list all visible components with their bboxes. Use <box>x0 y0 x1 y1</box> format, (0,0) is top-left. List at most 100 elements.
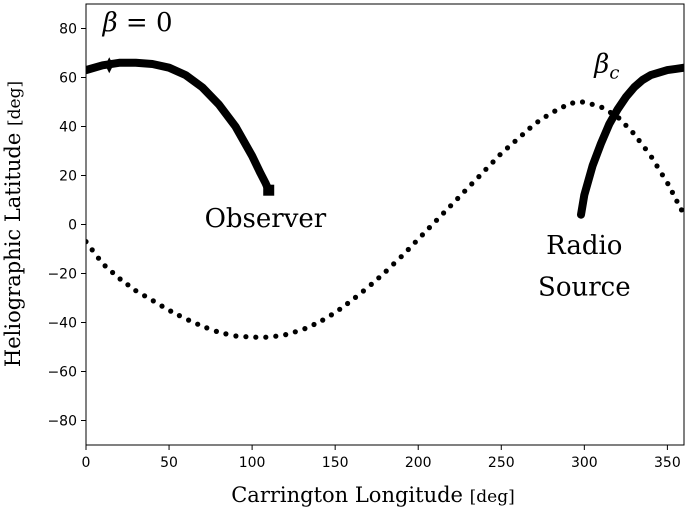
series-dot <box>398 254 404 260</box>
series-dot <box>95 255 102 261</box>
series-dot <box>527 125 533 131</box>
series-dot <box>462 188 468 194</box>
series-dot <box>263 334 269 340</box>
series-dot <box>642 146 649 152</box>
annotations: β = 0 βc Observer Radio Source <box>102 8 631 303</box>
y-tick-label: 0 <box>68 218 77 234</box>
series-dot <box>561 104 567 110</box>
y-axis-ticks: −80 −60 −40 −20 0 20 40 60 80 <box>47 22 86 430</box>
series-dot <box>292 329 298 335</box>
series-dot <box>328 312 334 318</box>
series-dot <box>302 326 308 332</box>
series-dot <box>669 189 676 195</box>
series-dot <box>579 99 586 105</box>
series-dot <box>543 113 549 119</box>
series-dot <box>376 275 382 281</box>
series-dot <box>253 334 259 340</box>
series-dot <box>352 294 359 300</box>
series-dot <box>636 137 642 144</box>
series-dot <box>469 181 475 187</box>
diamond-marker <box>105 57 114 74</box>
series-dot <box>283 332 289 338</box>
series-dot <box>476 174 482 180</box>
series-dot <box>483 166 489 172</box>
series-dot <box>535 119 541 125</box>
series-line-1 <box>577 63 684 219</box>
series-dot <box>405 246 411 253</box>
x-tick-label: 200 <box>405 455 432 471</box>
series-dot <box>243 334 249 340</box>
series-dot <box>426 225 432 231</box>
series-dot <box>133 288 139 294</box>
series-dot <box>86 239 89 245</box>
series-dot <box>159 303 165 309</box>
series-dot <box>448 203 454 209</box>
series-dot <box>512 138 518 144</box>
series-dot <box>150 298 156 304</box>
series-dot <box>368 281 374 287</box>
series-dot <box>345 300 351 307</box>
series-dot <box>519 132 526 138</box>
series-dot <box>110 269 116 276</box>
series-dot <box>168 308 174 314</box>
series-dot <box>412 239 418 245</box>
x-tick-label: 300 <box>571 455 598 471</box>
x-axis-label: Carrington Longitude [deg] <box>231 483 515 507</box>
series-dot <box>213 328 219 334</box>
x-axis-ticks: 0 50 100 150 200 250 300 350 <box>82 445 681 471</box>
series-dot <box>659 172 666 178</box>
series-dot <box>616 115 622 121</box>
series-dot <box>337 306 343 312</box>
series-dot <box>490 159 496 165</box>
series-dot <box>419 232 425 238</box>
y-tick-label: −80 <box>47 414 77 430</box>
y-tick-label: −20 <box>47 267 77 283</box>
x-tick-label: 50 <box>160 455 178 471</box>
series-dot <box>589 101 595 107</box>
series-dot <box>678 207 684 213</box>
plot-content <box>86 57 684 340</box>
series-dot <box>223 331 229 337</box>
square-marker <box>263 184 275 196</box>
annotation-source: Source <box>538 273 631 303</box>
series-dot <box>311 321 317 328</box>
y-tick-label: −60 <box>47 365 77 381</box>
series-dot <box>552 108 558 114</box>
x-tick-label: 100 <box>239 455 266 471</box>
y-tick-label: 40 <box>59 120 77 136</box>
y-tick-label: 20 <box>59 169 77 185</box>
series-dot <box>204 325 210 331</box>
series-dot <box>665 181 671 187</box>
series-dot <box>117 276 123 282</box>
series-dot <box>89 247 95 253</box>
y-tick-label: 60 <box>59 71 77 87</box>
series-dot <box>570 100 576 106</box>
series-dot <box>607 109 614 116</box>
x-tick-label: 350 <box>654 455 681 471</box>
series-dot <box>102 263 108 269</box>
series-dot <box>623 122 629 128</box>
annotation-beta0: β = 0 <box>102 8 173 38</box>
series-dot <box>441 210 447 216</box>
series-dot <box>195 321 201 327</box>
x-tick-label: 150 <box>322 455 349 471</box>
series-dot <box>360 288 366 294</box>
x-tick-label: 250 <box>488 455 515 471</box>
series-dot <box>233 333 239 339</box>
series-dot <box>497 152 503 158</box>
series-dot <box>504 145 511 151</box>
series-dot <box>649 154 655 160</box>
y-axis-label: Heliographic Latitude [deg] <box>1 81 25 367</box>
annotation-observer: Observer <box>205 204 327 234</box>
y-tick-label: −40 <box>47 316 77 332</box>
annotation-radio: Radio <box>546 231 622 261</box>
series-dot <box>273 333 279 339</box>
series-dot <box>630 130 636 136</box>
y-tick-label: 80 <box>59 22 77 38</box>
series-dot <box>142 293 148 299</box>
series-dot <box>383 268 389 274</box>
x-tick-label: 0 <box>82 455 91 471</box>
series-dot <box>320 317 326 323</box>
series-dot <box>674 198 680 204</box>
